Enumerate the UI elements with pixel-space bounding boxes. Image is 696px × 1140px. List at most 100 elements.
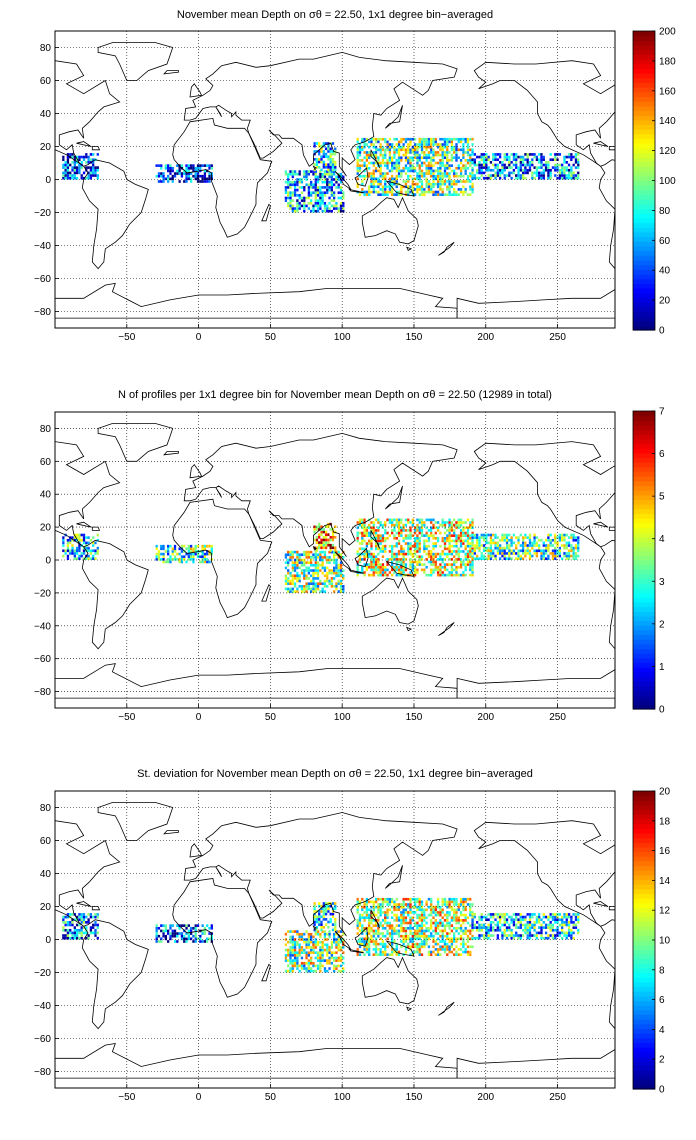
colorbar-tick-label: 20 xyxy=(659,296,671,307)
data-cell xyxy=(324,923,328,926)
data-cell xyxy=(526,546,529,550)
data-cell xyxy=(319,932,322,936)
data-cell xyxy=(448,177,451,181)
colorbar-segment xyxy=(633,152,655,158)
data-cell xyxy=(335,943,338,947)
data-cell xyxy=(455,153,458,157)
data-cell xyxy=(363,552,366,556)
data-cell xyxy=(307,951,311,955)
data-cell xyxy=(377,916,380,920)
data-cell xyxy=(549,544,552,547)
data-cell xyxy=(339,584,343,588)
data-cell xyxy=(66,923,70,927)
data-cell xyxy=(404,921,408,925)
data-cell xyxy=(318,528,321,531)
data-cell xyxy=(206,937,209,941)
data-cell xyxy=(434,953,437,956)
data-cell xyxy=(531,546,534,550)
data-cell xyxy=(313,902,316,905)
data-cell xyxy=(92,166,95,169)
coastline-5 xyxy=(456,289,615,319)
data-cell xyxy=(425,526,428,530)
data-cell xyxy=(407,905,410,909)
data-cell xyxy=(206,169,209,173)
data-cell xyxy=(453,913,456,917)
data-cell xyxy=(503,158,506,162)
data-cell xyxy=(365,534,369,537)
data-cell xyxy=(303,964,306,968)
colorbar-segment xyxy=(633,325,655,331)
data-cell xyxy=(203,180,207,183)
data-cell xyxy=(203,169,207,173)
colorbar-segment xyxy=(633,583,655,589)
data-cell xyxy=(379,536,382,540)
data-cell xyxy=(476,536,479,539)
data-cell xyxy=(418,926,421,930)
data-cell xyxy=(92,549,95,553)
data-cell xyxy=(533,552,536,555)
data-cell xyxy=(381,539,385,543)
colorbar-segment xyxy=(633,462,655,468)
data-cell xyxy=(432,164,435,167)
data-cell xyxy=(289,553,292,557)
data-cell xyxy=(368,913,371,917)
data-cell xyxy=(464,544,467,548)
data-cell xyxy=(455,148,458,152)
colorbar-segment xyxy=(633,264,655,270)
colorbar-tick-label: 200 xyxy=(659,27,676,38)
data-cell xyxy=(89,168,93,172)
data-cell xyxy=(307,569,311,572)
data-cell xyxy=(466,921,470,925)
data-cell xyxy=(397,523,401,527)
data-cell xyxy=(561,166,564,169)
data-cell xyxy=(459,161,463,165)
data-cell xyxy=(363,926,366,930)
data-cell xyxy=(313,907,316,911)
data-cell xyxy=(432,148,435,152)
data-cell xyxy=(526,549,529,553)
data-cell xyxy=(335,584,338,588)
data-cell xyxy=(453,897,456,901)
data-cell xyxy=(450,900,454,904)
colorbar-segment xyxy=(633,45,655,51)
data-cell xyxy=(381,156,385,160)
colorbar-tick-label: 1 xyxy=(659,662,665,673)
data-cell xyxy=(457,140,460,144)
data-cell xyxy=(319,186,322,189)
data-cell xyxy=(393,518,396,522)
data-cell xyxy=(298,204,301,208)
data-cell xyxy=(446,911,449,914)
data-cell xyxy=(176,924,179,927)
data-cell xyxy=(319,579,322,583)
data-cell xyxy=(307,582,311,585)
data-cell xyxy=(395,919,398,922)
data-cell xyxy=(400,550,403,553)
data-cell xyxy=(432,140,435,144)
data-cell xyxy=(393,180,396,183)
colorbar-segment xyxy=(633,222,655,228)
data-cell xyxy=(185,552,188,556)
data-cell xyxy=(434,921,437,925)
data-cell xyxy=(332,550,336,554)
data-cell xyxy=(423,940,426,943)
data-cell xyxy=(413,177,417,181)
data-cell xyxy=(356,531,359,535)
data-cell xyxy=(64,934,67,937)
data-cell xyxy=(94,915,97,919)
colorbar-segment xyxy=(633,245,655,252)
data-cell xyxy=(330,170,333,173)
coastline-20 xyxy=(406,246,413,251)
data-cell xyxy=(201,932,204,935)
data-cell xyxy=(192,926,195,930)
data-cell xyxy=(303,175,306,179)
data-cell xyxy=(342,209,345,213)
data-cell xyxy=(339,587,343,591)
data-cell xyxy=(439,180,442,183)
data-cell xyxy=(402,185,405,189)
data-cell xyxy=(296,558,299,562)
data-cell xyxy=(423,161,426,165)
data-cell xyxy=(388,942,391,946)
data-cell xyxy=(372,924,375,927)
data-cell xyxy=(482,158,486,162)
data-cell xyxy=(427,180,431,183)
